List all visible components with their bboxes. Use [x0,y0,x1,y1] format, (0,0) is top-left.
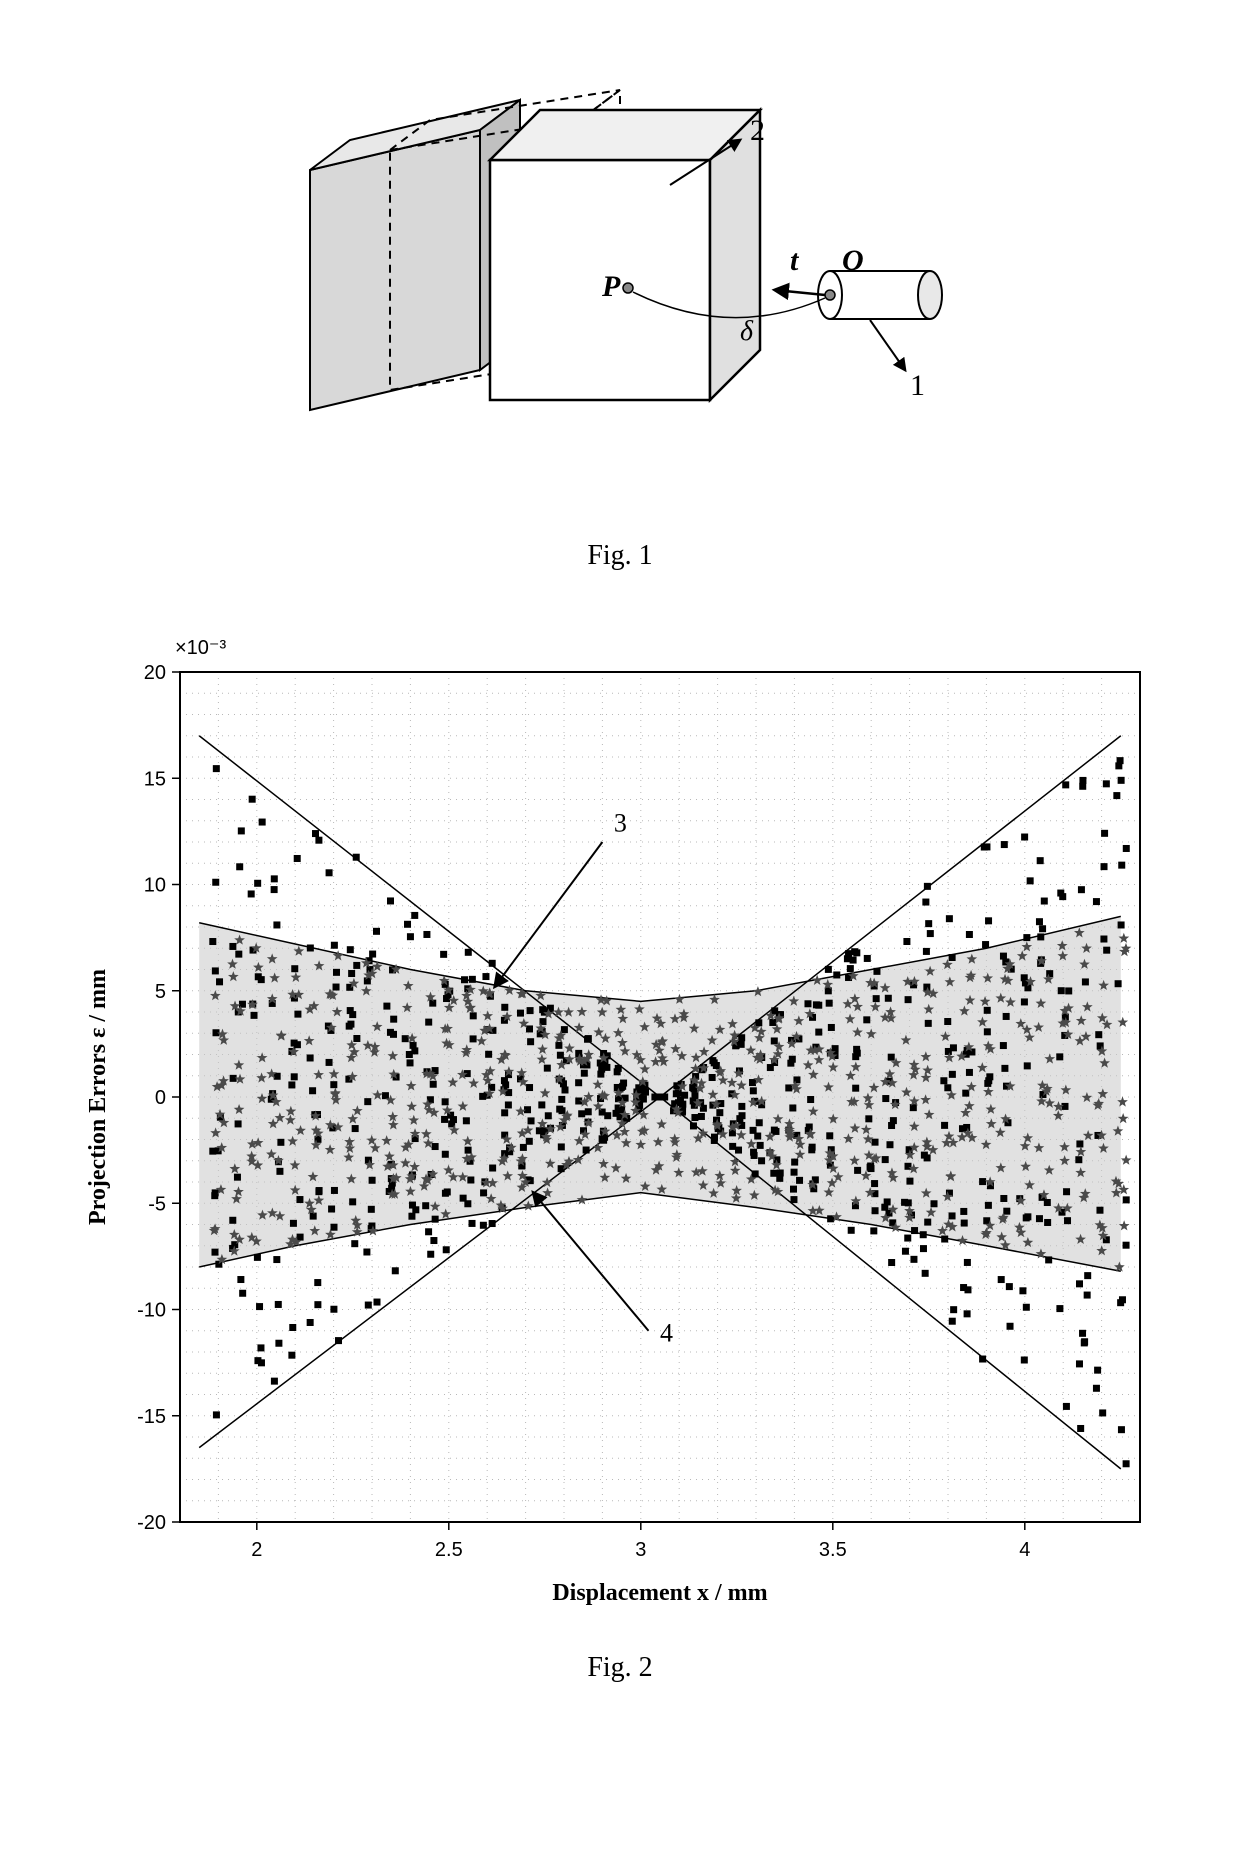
xtick-label: 3.5 [819,1539,847,1561]
ytick-label: 10 [144,875,166,897]
ytick-label: 20 [144,662,166,684]
ytick-label: -15 [137,1406,166,1428]
label-2: 2 [750,114,765,147]
back-block [310,100,520,410]
cylinder [818,271,942,319]
annot-3-arrow [495,842,603,987]
fig2-caption: Fig. 2 [587,1652,652,1684]
xtick-label: 3 [635,1539,646,1561]
ytick-label: -10 [137,1300,166,1322]
figure-1: P O t δ 2 1 Fig. 1 [40,40,1200,612]
ytick-label: 0 [155,1087,166,1109]
annot-3: 3 [614,808,627,837]
fig1-caption: Fig. 1 [587,540,652,572]
label-o: O [842,244,864,277]
label-p: P [601,270,621,303]
annot-4-arrow [533,1193,648,1331]
point-o [825,290,835,300]
fig1-svg: P O t δ 2 1 [270,40,970,520]
point-p [623,283,633,293]
label-delta: δ [740,316,754,347]
ytick-label: 5 [155,981,166,1003]
label-t: t [790,244,800,277]
ytick-label: -5 [148,1193,166,1215]
arrow-to-1 [870,320,905,370]
annot-4: 4 [660,1318,673,1347]
fig2-svg: 2 2.5 3 3.5 4 -20 -15 -10 -5 0 5 10 15 20 ×10⁻³ Displac… [70,612,1170,1632]
ylabel: Projection Errors ε / mm [85,969,111,1225]
xtick-label: 4 [1019,1539,1030,1561]
scale-label: ×10⁻³ [175,637,226,659]
ytick-label: 15 [144,768,166,790]
xlabel: Displacement x / mm [552,1580,767,1606]
xtick-label: 2.5 [435,1539,463,1561]
label-1: 1 [910,369,925,402]
figure-2: 2 2.5 3 3.5 4 -20 -15 -10 -5 0 5 10 15 20 ×10⁻³ Displac… [40,612,1200,1724]
xtick-label: 2 [251,1539,262,1561]
ytick-label: -20 [137,1512,166,1534]
